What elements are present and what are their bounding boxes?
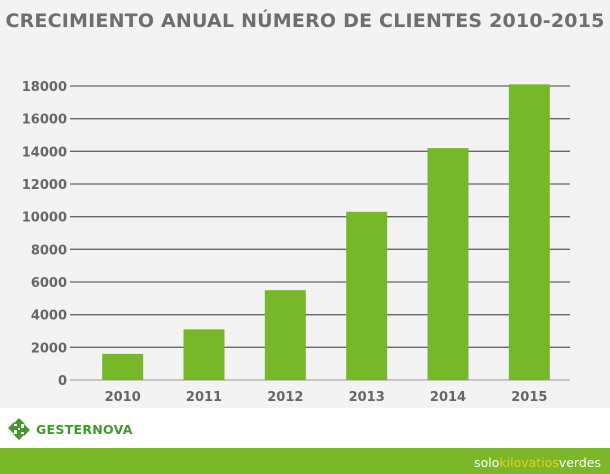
footer-panel [0,408,610,448]
y-tick-label: 10000 [22,211,67,226]
x-tick-label: 2011 [186,390,222,405]
slogan-part-verdes: verdes [558,455,601,470]
slogan: solokilovatiosverdes [474,455,601,470]
bar-2011 [183,329,225,380]
slogan-part-kilovatios: kilovatios [499,455,559,470]
y-tick-label: 12000 [22,178,67,193]
bar-2010 [102,353,144,380]
y-tick-label: 14000 [22,145,67,160]
y-tick-labels: 0 2000 4000 6000 8000 10000 12000 14000 16000 180… [22,80,67,389]
y-tick-label: 8000 [31,243,67,258]
y-tick-label: 6000 [31,276,67,291]
slogan-part-solo: solo [474,455,500,470]
x-tick-labels: 2010 2011 2012 2013 2014 2015 [105,390,548,405]
bars [102,84,550,380]
bar-2013 [346,211,388,380]
y-tick-label: 2000 [31,341,67,356]
y-tick-label: 18000 [22,80,67,95]
bar-chart: 0 2000 4000 6000 8000 10000 12000 14000 16000 180… [22,80,570,405]
x-tick-label: 2015 [511,390,547,405]
x-tick-label: 2010 [105,390,141,405]
x-tick-label: 2013 [349,390,385,405]
y-tick-label: 16000 [22,113,67,128]
recycle-arrows-icon [8,418,30,440]
chart-title: CRECIMIENTO ANUAL NÚMERO DE CLIENTES 201… [5,10,605,32]
bar-2014 [427,148,469,380]
x-tick-label: 2012 [267,390,303,405]
y-tick-label: 4000 [31,309,67,324]
bar-2015 [508,84,550,380]
gesternova-logo: GESTERNOVA [6,412,133,446]
x-tick-label: 2014 [430,390,466,405]
grid-lines [70,85,570,381]
y-tick-label: 0 [58,374,67,389]
logo-text: GESTERNOVA [36,421,133,437]
bar-2012 [264,290,306,380]
slogan-band [0,448,610,474]
